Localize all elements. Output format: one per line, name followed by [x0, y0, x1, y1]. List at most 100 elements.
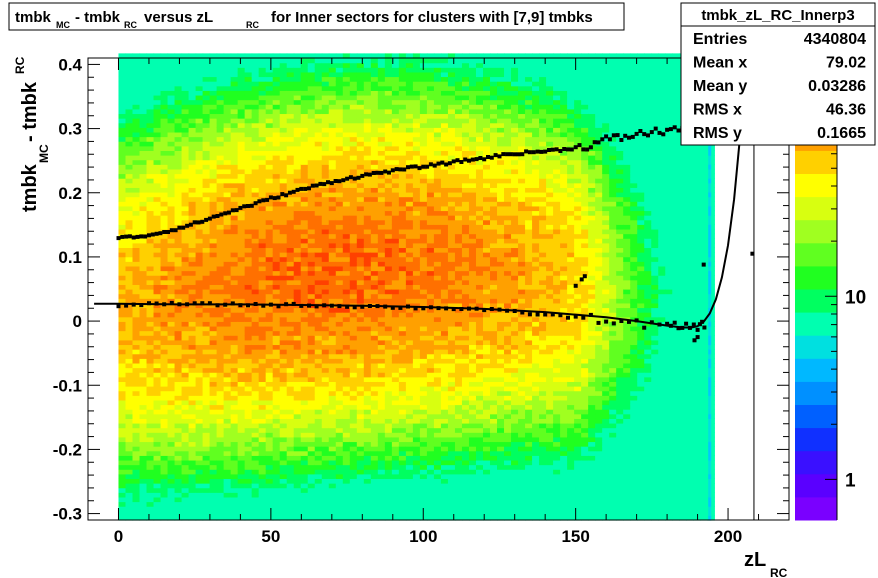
heatmap-cell	[377, 150, 386, 156]
heatmap-cell	[237, 436, 246, 443]
heatmap-cell	[370, 316, 379, 322]
heatmap-cell	[440, 261, 449, 267]
heatmap-cell	[440, 289, 449, 295]
heatmap-cell	[153, 108, 162, 115]
heatmap-cell	[272, 242, 281, 249]
heatmap-cell	[132, 381, 141, 387]
heatmap-cell	[335, 358, 344, 364]
heatmap-cell	[454, 487, 463, 493]
heatmap-cell	[209, 436, 218, 443]
heatmap-cell	[363, 455, 372, 461]
heatmap-cell	[328, 496, 337, 503]
heatmap-cell	[258, 62, 267, 68]
heatmap-cell	[125, 390, 134, 396]
heatmap-cell	[433, 386, 442, 392]
heatmap-cell	[195, 67, 204, 73]
heatmap-cell	[160, 381, 169, 387]
heatmap-cell	[223, 515, 232, 521]
heatmap-cell	[251, 108, 260, 115]
heatmap-cell	[440, 386, 449, 392]
heatmap-cell	[167, 367, 176, 373]
heatmap-cell	[202, 252, 211, 258]
heatmap-cell	[335, 413, 344, 419]
heatmap-cell	[356, 362, 365, 369]
heatmap-cell	[293, 196, 302, 202]
heatmap-cell	[349, 395, 358, 401]
heatmap-cell	[265, 233, 274, 239]
heatmap-cell	[419, 321, 428, 327]
heatmap-cell	[202, 122, 211, 128]
heatmap-cell	[160, 362, 169, 369]
heatmap-cell	[286, 67, 295, 73]
heatmap-cell	[223, 71, 232, 78]
heatmap-cell	[132, 113, 141, 119]
heatmap-cell	[209, 76, 218, 82]
heatmap-cell	[258, 395, 267, 401]
heatmap-cell	[391, 510, 400, 516]
heatmap-cell	[335, 210, 344, 216]
heatmap-cell	[391, 205, 400, 212]
heatmap-cell	[342, 136, 351, 142]
heatmap-cell	[174, 469, 183, 475]
heatmap-cell	[314, 76, 323, 82]
heatmap-cell	[258, 247, 267, 253]
heatmap-cell	[300, 67, 309, 73]
heatmap-cell	[293, 113, 302, 119]
heatmap-cell	[314, 339, 323, 346]
heatmap-cell	[321, 418, 330, 424]
heatmap-cell	[174, 76, 183, 82]
heatmap-cell	[230, 289, 239, 295]
heatmap-cell	[167, 150, 176, 156]
heatmap-cell	[202, 94, 211, 101]
heatmap-cell	[195, 252, 204, 258]
heatmap-cell	[216, 215, 225, 221]
heatmap-cell	[335, 436, 344, 443]
heatmap-cell	[202, 307, 211, 313]
heatmap-cell	[139, 113, 148, 119]
heatmap-cell	[139, 256, 148, 262]
heatmap-cell	[461, 446, 470, 452]
heatmap-cell	[160, 94, 169, 101]
heatmap-cell	[258, 473, 267, 480]
heatmap-cell	[426, 339, 435, 346]
heatmap-cell	[174, 131, 183, 138]
heatmap-cell	[160, 339, 169, 346]
heatmap-cell	[293, 62, 302, 68]
heatmap-cell	[209, 399, 218, 406]
heatmap-cell	[279, 515, 288, 521]
heatmap-cell	[216, 446, 225, 452]
heatmap-cell	[412, 344, 421, 350]
heatmap-cell	[286, 173, 295, 179]
heatmap-cell	[398, 210, 407, 216]
heatmap-cell	[398, 483, 407, 489]
heatmap-cell	[412, 284, 421, 290]
heatmap-cell	[405, 131, 414, 138]
heatmap-cell	[370, 464, 379, 470]
heatmap-cell	[433, 339, 442, 346]
heatmap-cell	[139, 316, 148, 322]
heatmap-cell	[244, 71, 253, 78]
heatmap-cell	[272, 478, 281, 484]
heatmap-cell	[202, 53, 211, 59]
heatmap-cell	[146, 302, 155, 309]
heatmap-cell	[293, 418, 302, 424]
heatmap-cell	[370, 122, 379, 128]
heatmap-cell	[328, 191, 337, 198]
heatmap-cell	[321, 298, 330, 304]
heatmap-cell	[426, 459, 435, 466]
heatmap-cell	[286, 432, 295, 438]
heatmap-cell	[279, 395, 288, 401]
heatmap-cell	[265, 85, 274, 91]
heatmap-cell	[125, 201, 134, 207]
heatmap-cell	[272, 515, 281, 521]
heatmap-cell	[440, 335, 449, 341]
heatmap-cell	[209, 233, 218, 239]
heatmap-cell	[433, 210, 442, 216]
heatmap-cell	[272, 155, 281, 161]
heatmap-cell	[433, 113, 442, 119]
heatmap-cell	[265, 242, 274, 249]
heatmap-cell	[230, 196, 239, 202]
heatmap-cell	[286, 362, 295, 369]
heatmap-cell	[202, 247, 211, 253]
heatmap-cell	[461, 335, 470, 341]
